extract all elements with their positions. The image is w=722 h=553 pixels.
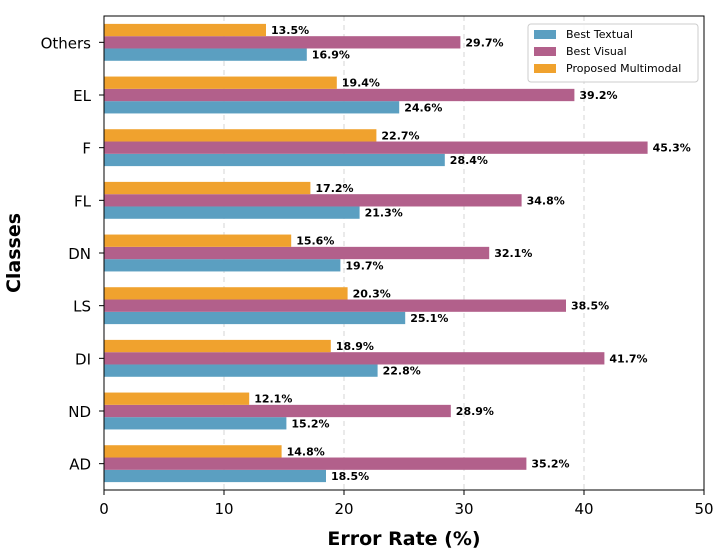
data-label: 29.7% [465,36,503,49]
data-label: 32.1% [494,247,532,260]
data-label: 20.3% [353,287,391,300]
data-label: 12.1% [254,393,292,406]
bar-best-textual-ad [104,469,326,483]
x-tick-label: 0 [99,500,109,518]
bar-proposed-multimodal-ls [104,287,348,300]
data-label: 28.4% [450,154,488,167]
y-axis-title: Classes [3,213,25,293]
bar-best-textual-di [104,364,378,377]
bar-proposed-multimodal-el [104,76,337,89]
y-tick-label: Others [41,34,92,52]
data-label: 25.1% [410,312,448,325]
y-axis-ticks: AD ND DI LS DN FL F EL Others [41,34,104,474]
bar-best-visual-ad [104,457,527,470]
bar-best-textual-el [104,101,400,114]
y-tick-label: LS [73,298,91,316]
bar-best-textual-ls [104,311,406,325]
data-label: 16.9% [312,49,350,62]
bar-best-visual-dn [104,246,490,260]
bar-best-textual-fl [104,206,360,219]
y-tick-label: FL [74,192,92,210]
data-label: 34.8% [527,194,565,207]
data-label: 38.5% [571,300,609,313]
x-axis-title: Error Rate (%) [327,528,480,550]
x-tick-label: 40 [574,500,593,518]
x-tick-label: 10 [214,500,233,518]
legend-entry: Proposed Multimodal [566,62,681,75]
legend-entry: Best Visual [566,45,627,58]
data-label: 15.6% [296,235,334,248]
data-label: 22.8% [383,365,421,378]
data-label: 19.7% [345,259,383,272]
data-label: 18.5% [331,470,369,483]
data-label: 45.3% [653,142,691,155]
bar-best-textual-dn [104,259,341,272]
data-labels: 18.5% 35.2% 14.8% 15.2% 28.9% 12.1% 22.8% 41.7%… [254,24,691,483]
bar-best-visual-el [104,88,575,102]
bar-proposed-multimodal-di [104,339,331,353]
x-tick-label: 30 [454,500,473,518]
x-tick-label: 50 [694,500,713,518]
bar-best-visual-di [104,352,605,365]
y-tick-label: AD [69,456,91,474]
bar-proposed-multimodal-f [104,129,377,142]
legend-swatch [534,47,556,56]
bar-proposed-multimodal-nd [104,392,250,405]
data-label: 22.7% [381,129,419,142]
bar-best-textual-f [104,153,445,167]
legend-swatch [534,30,556,39]
y-tick-label: EL [73,87,91,105]
bar-best-textual-others [104,48,307,61]
bars [104,23,648,483]
bar-proposed-multimodal-dn [104,234,292,247]
legend-entry: Best Textual [566,28,633,41]
data-label: 24.6% [404,101,442,114]
data-label: 13.5% [271,24,309,37]
data-label: 41.7% [609,352,647,365]
y-tick-label: ND [68,403,91,421]
x-axis-ticks: 0 10 20 30 40 50 [99,490,714,518]
y-tick-label: DN [68,245,91,263]
bar-proposed-multimodal-fl [104,181,311,195]
data-label: 21.3% [365,207,403,220]
bar-proposed-multimodal-others [104,23,266,37]
bar-best-visual-ls [104,299,566,312]
bar-best-visual-others [104,36,461,49]
legend-swatch [534,64,556,73]
bar-best-textual-nd [104,417,287,430]
data-label: 14.8% [287,445,325,458]
data-label: 18.9% [336,340,374,353]
legend: Best Textual Best Visual Proposed Multimod… [527,23,699,83]
x-tick-label: 20 [334,500,353,518]
y-tick-label: DI [75,350,91,368]
bar-best-visual-nd [104,404,451,418]
data-label: 39.2% [579,89,617,102]
y-tick-label: F [82,140,91,158]
data-label: 19.4% [342,77,380,90]
bar-proposed-multimodal-ad [104,445,282,458]
bar-best-visual-fl [104,194,522,207]
data-label: 28.9% [456,405,494,418]
data-label: 15.2% [291,417,329,430]
legend-box [527,23,699,83]
bar-best-visual-f [104,141,648,154]
data-label: 35.2% [531,458,569,471]
data-label: 17.2% [315,182,353,195]
